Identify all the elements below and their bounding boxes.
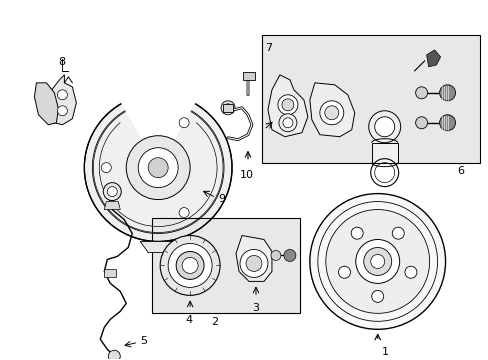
Circle shape [240, 249, 267, 278]
Text: 1: 1 [381, 347, 388, 357]
Circle shape [245, 256, 262, 271]
Circle shape [363, 247, 391, 275]
Polygon shape [426, 50, 440, 67]
Circle shape [415, 87, 427, 99]
Bar [243, 72, 254, 80]
Text: 9: 9 [218, 194, 224, 204]
Circle shape [270, 251, 280, 260]
Circle shape [221, 101, 235, 115]
Circle shape [57, 90, 67, 100]
Circle shape [108, 350, 120, 360]
Circle shape [168, 243, 212, 287]
Bar [262, 35, 479, 163]
Circle shape [126, 136, 190, 199]
Polygon shape [309, 83, 354, 137]
Polygon shape [50, 75, 76, 125]
Circle shape [101, 163, 111, 173]
Circle shape [57, 106, 67, 116]
Circle shape [176, 252, 203, 279]
Circle shape [404, 266, 416, 278]
Circle shape [338, 266, 350, 278]
Circle shape [324, 106, 338, 120]
Circle shape [368, 111, 400, 143]
Text: 5: 5 [140, 336, 147, 346]
Circle shape [278, 114, 296, 132]
Wedge shape [83, 103, 233, 243]
Bar [223, 104, 233, 112]
Circle shape [374, 117, 394, 137]
Circle shape [439, 85, 455, 101]
Polygon shape [104, 202, 120, 210]
Bar [152, 217, 299, 313]
Circle shape [355, 239, 399, 283]
Circle shape [182, 257, 198, 274]
Text: 8: 8 [58, 57, 65, 67]
Circle shape [179, 118, 189, 128]
Circle shape [325, 210, 429, 313]
Circle shape [160, 235, 220, 295]
Circle shape [415, 117, 427, 129]
Circle shape [148, 158, 168, 177]
Bar [104, 269, 116, 278]
Circle shape [439, 115, 455, 131]
Text: 10: 10 [240, 170, 253, 180]
Circle shape [138, 148, 178, 188]
Text: 2: 2 [211, 317, 218, 327]
Circle shape [282, 99, 293, 111]
Polygon shape [236, 235, 271, 282]
Circle shape [371, 291, 383, 302]
Text: 6: 6 [457, 166, 464, 176]
Text: 4: 4 [185, 315, 192, 325]
Circle shape [103, 183, 121, 201]
Polygon shape [140, 242, 176, 252]
Text: 7: 7 [264, 43, 271, 53]
Text: 3: 3 [251, 303, 259, 313]
Polygon shape [267, 75, 307, 137]
Circle shape [391, 227, 404, 239]
Circle shape [309, 194, 445, 329]
Circle shape [370, 255, 384, 269]
Circle shape [284, 249, 295, 261]
Circle shape [319, 101, 343, 125]
Polygon shape [34, 83, 58, 125]
Circle shape [224, 104, 231, 112]
Circle shape [107, 186, 117, 197]
Circle shape [350, 227, 363, 239]
Circle shape [283, 118, 292, 128]
Circle shape [277, 95, 297, 115]
Bar [371, 143, 397, 163]
Circle shape [179, 208, 189, 217]
